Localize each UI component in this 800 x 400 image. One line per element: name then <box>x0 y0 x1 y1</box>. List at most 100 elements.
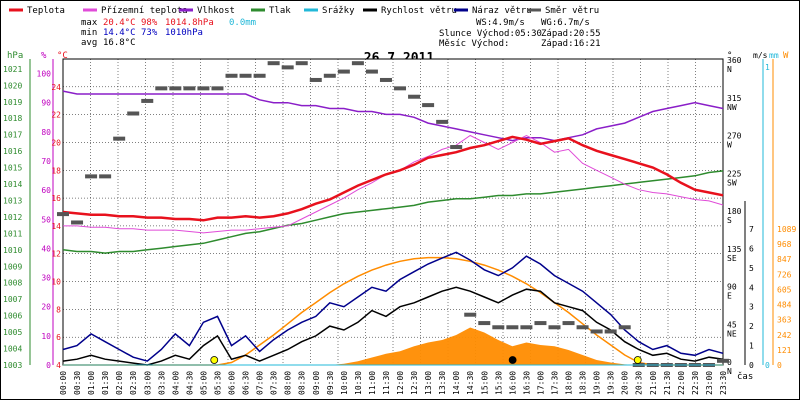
legend-label: Tlak <box>269 6 291 16</box>
tick-pressure: 1005 <box>3 328 22 337</box>
tick-temperature: 22 <box>51 111 61 120</box>
tick-pressure: 1012 <box>3 213 22 222</box>
direction-mark <box>155 86 168 91</box>
tick-wind: 5 <box>749 264 754 273</box>
tick-direction-deg: 135 <box>727 245 742 254</box>
tick-humidity: 70 <box>41 157 51 166</box>
tick-humidity: 30 <box>41 274 51 283</box>
tick-time: 23:30 <box>719 371 728 395</box>
tick-solar: 121 <box>777 346 792 355</box>
tick-time-group: 22:00 <box>677 371 686 395</box>
tick-direction-deg: 0 <box>727 358 732 367</box>
tick-time-group: 09:00 <box>312 371 321 395</box>
tick-time: 14:30 <box>466 371 475 395</box>
tick-time: 01:00 <box>87 371 96 395</box>
tick-time-group: 07:30 <box>270 371 279 395</box>
tick-time: 20:30 <box>635 371 644 395</box>
tick-direction-deg: 360 <box>727 56 742 65</box>
tick-solar: 847 <box>777 255 792 264</box>
direction-mark <box>408 94 421 99</box>
tick-solar: 242 <box>777 331 792 340</box>
tick-humidity: 0 <box>46 361 51 370</box>
direction-mark <box>520 325 533 330</box>
axis-header-time: čas <box>737 371 753 382</box>
tick-time: 10:30 <box>354 371 363 395</box>
tick-time-group: 13:30 <box>438 371 447 395</box>
direction-mark <box>281 65 294 70</box>
tick-wind: 2 <box>749 322 754 331</box>
tick-time-group: 08:30 <box>298 371 307 395</box>
tick-time-group: 10:30 <box>354 371 363 395</box>
tick-time: 16:30 <box>522 371 531 395</box>
series-pressure <box>62 170 724 254</box>
tick-temperature: 10 <box>51 278 61 287</box>
tick-time: 00:00 <box>59 371 68 395</box>
tick-wind: 4 <box>749 283 754 292</box>
direction-mark <box>590 329 603 334</box>
tick-direction-name: S <box>727 216 732 225</box>
tick-temperature: 18 <box>51 166 61 175</box>
direction-mark <box>534 321 547 326</box>
series-humidity <box>62 90 724 142</box>
legend-label: Srážky <box>322 6 355 16</box>
axis-header-degc: °C <box>57 51 68 61</box>
tick-time-group: 02:30 <box>129 371 138 395</box>
direction-mark <box>127 111 140 116</box>
legend-label: Teplota <box>27 6 65 16</box>
stats-temp: 14.4°C <box>103 28 136 38</box>
tick-humidity: 80 <box>41 128 51 137</box>
tick-pressure: 1011 <box>3 229 22 238</box>
stats-humidity: 73% <box>141 28 158 38</box>
tick-direction-name: N <box>727 367 732 376</box>
series-wind-gust <box>62 251 724 362</box>
tick-time-group: 21:00 <box>649 371 658 395</box>
tick-time: 02:30 <box>129 371 138 395</box>
legend-label: Přízemní teplota <box>101 6 188 16</box>
direction-mark <box>379 77 392 82</box>
tick-direction-deg: 270 <box>727 132 742 141</box>
tick-time: 05:00 <box>199 371 208 395</box>
axis-header-w: W <box>783 51 789 61</box>
stats-moon-rise: Měsíc Východ: <box>439 39 509 49</box>
tick-time: 05:30 <box>213 371 222 395</box>
tick-time: 03:30 <box>157 371 166 395</box>
tick-pressure: 1004 <box>3 345 22 354</box>
axis-header-mm: mm <box>769 51 779 60</box>
direction-mark <box>267 61 280 66</box>
tick-time-group: 05:00 <box>199 371 208 395</box>
tick-pressure: 1017 <box>3 131 22 140</box>
tick-time-group: 07:00 <box>256 371 265 395</box>
direction-mark <box>71 220 84 225</box>
tick-time-group: 16:30 <box>522 371 531 395</box>
tick-pressure: 1007 <box>3 295 22 304</box>
tick-humidity: 10 <box>41 332 51 341</box>
axis-header-deg: ° <box>727 51 732 61</box>
tick-humidity: 40 <box>41 244 51 253</box>
tick-pressure: 1014 <box>3 180 22 189</box>
direction-mark <box>506 325 519 330</box>
tick-time-group: 23:30 <box>719 371 728 395</box>
direction-mark <box>169 86 182 91</box>
tick-direction-name: SE <box>727 254 737 263</box>
tick-pressure: 1003 <box>3 361 22 370</box>
tick-time-group: 10:00 <box>340 371 349 395</box>
direction-mark <box>197 86 210 91</box>
tick-time: 12:30 <box>410 371 419 395</box>
tick-direction-deg: 315 <box>727 94 742 103</box>
tick-time-group: 11:00 <box>368 371 377 395</box>
tick-direction-deg: 90 <box>727 283 737 292</box>
direction-mark <box>478 321 491 326</box>
stats-pressure: 1014.8hPa <box>165 18 214 28</box>
direction-mark <box>323 73 336 78</box>
tick-pressure: 1010 <box>3 246 22 255</box>
direction-mark <box>57 212 69 217</box>
tick-time-group: 16:00 <box>508 371 517 395</box>
tick-time-group: 12:00 <box>396 371 405 395</box>
tick-time: 02:00 <box>115 371 124 395</box>
tick-time-group: 23:00 <box>705 371 714 395</box>
stats-wind-gust: WG:6.7m/s <box>541 18 590 28</box>
direction-mark <box>99 174 112 179</box>
tick-humidity: 50 <box>41 215 51 224</box>
direction-mark <box>295 61 308 66</box>
